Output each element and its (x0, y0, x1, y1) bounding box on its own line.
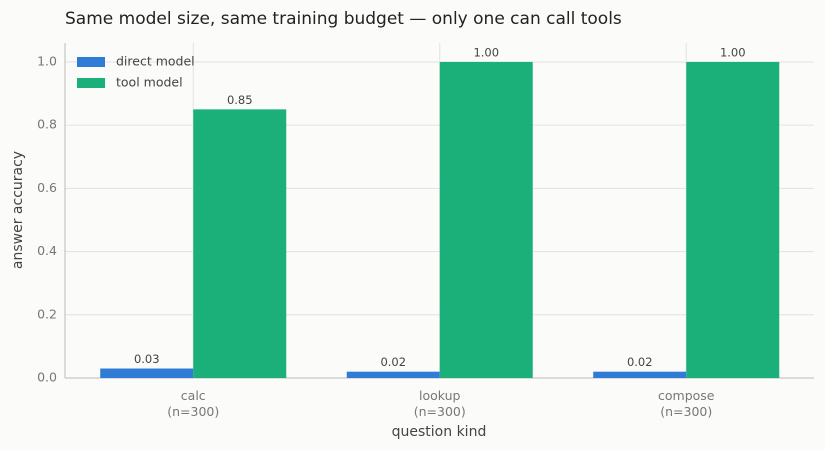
bar (439, 61, 533, 378)
y-tick-label: 0.8 (37, 117, 57, 132)
value-label: 1.00 (720, 45, 746, 59)
legend-swatch (77, 78, 105, 88)
value-label: 0.02 (380, 355, 406, 369)
legend-label: direct model (116, 54, 195, 69)
bar (100, 368, 194, 378)
bar (346, 371, 440, 378)
legend-swatch (77, 57, 105, 67)
value-label: 0.02 (627, 355, 653, 369)
y-axis-label: answer accuracy (10, 151, 26, 269)
y-tick-label: 0.6 (37, 180, 57, 195)
x-tick-label: compose (n=300) (658, 388, 715, 419)
value-label: 1.00 (473, 45, 499, 59)
y-tick-label: 0.0 (37, 370, 57, 385)
bar (686, 61, 780, 378)
value-label: 0.03 (134, 352, 160, 366)
bar (193, 109, 287, 379)
y-tick-label: 0.2 (37, 306, 57, 321)
legend-label: tool model (116, 75, 183, 90)
y-tick-label: 0.4 (37, 243, 57, 258)
x-tick-label: calc (n=300) (167, 388, 220, 419)
value-label: 0.85 (227, 93, 253, 107)
chart-title: Same model size, same training budget — … (65, 9, 622, 29)
x-tick-label: lookup (n=300) (413, 388, 466, 419)
bar (593, 371, 687, 378)
y-tick-label: 1.0 (37, 53, 57, 68)
x-axis-label: question kind (392, 424, 487, 440)
